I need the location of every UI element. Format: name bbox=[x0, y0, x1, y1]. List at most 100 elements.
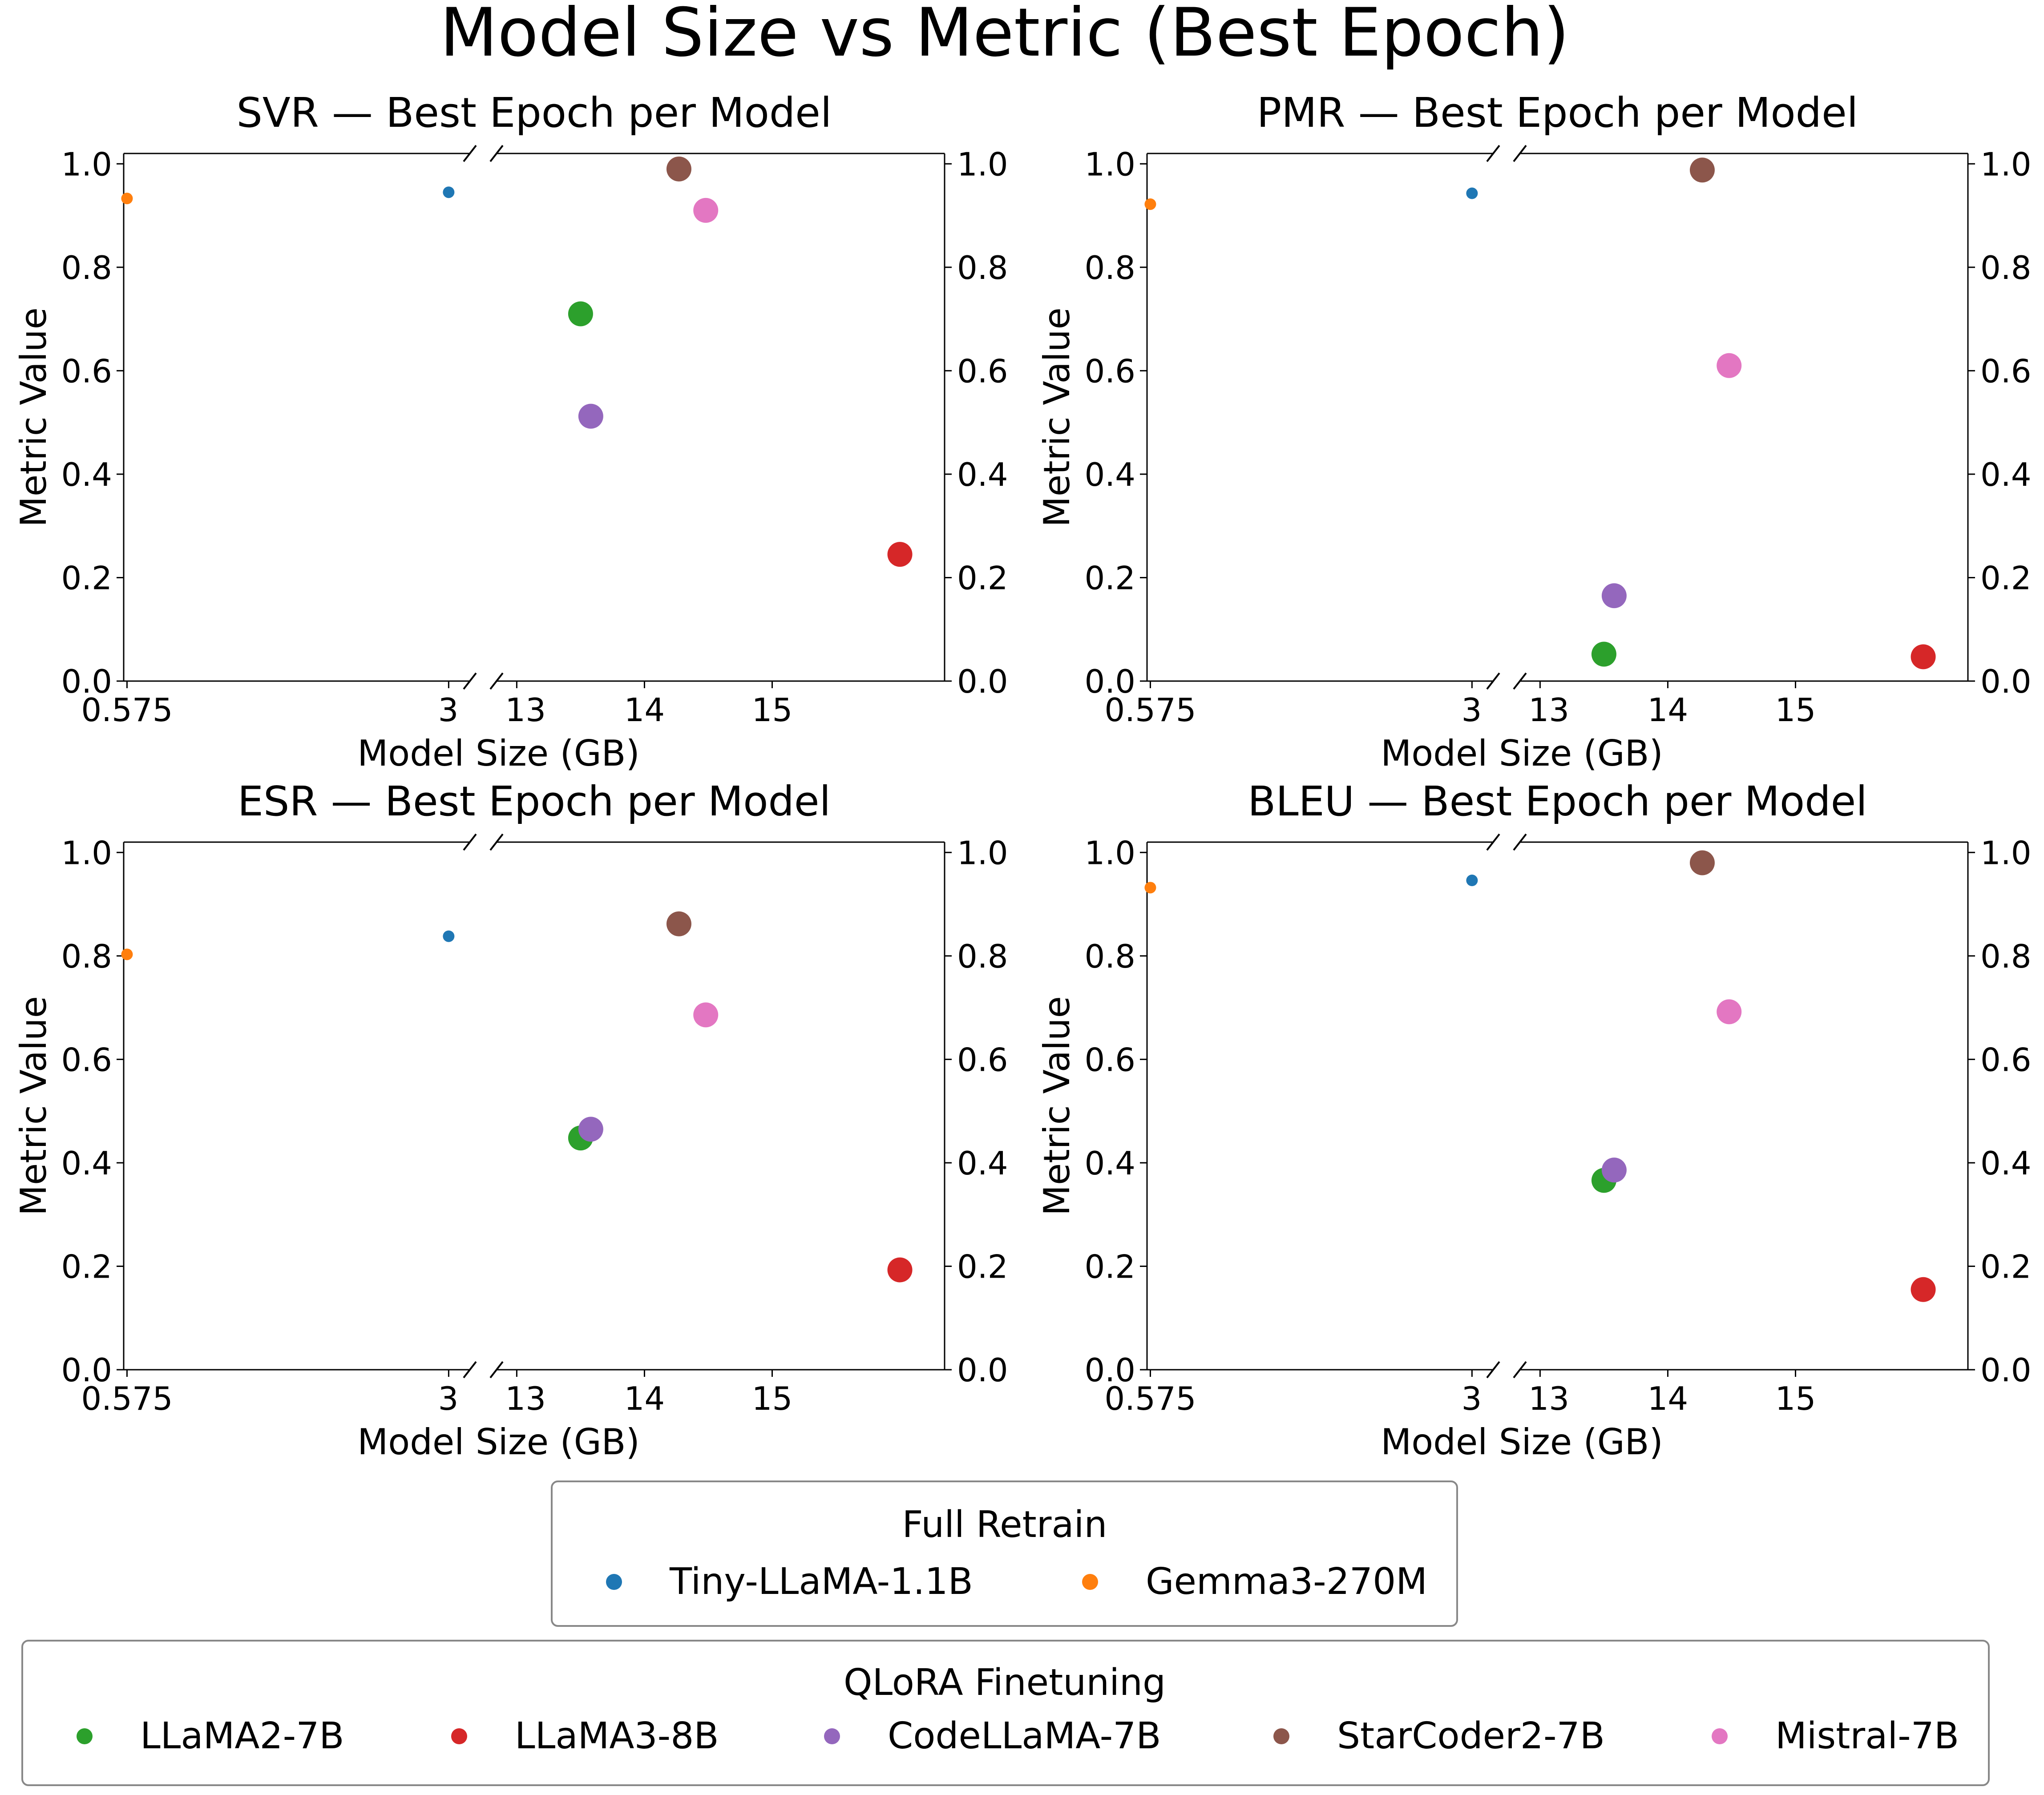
y-axis-label: Metric Value bbox=[13, 307, 54, 527]
point-llama3-8b bbox=[887, 1257, 913, 1283]
panel-title: ESR — Best Epoch per Model bbox=[238, 778, 831, 825]
axis-break-mark bbox=[1486, 672, 1500, 690]
x-tick-label: 15 bbox=[1775, 1380, 1816, 1417]
point-gemma3-270m bbox=[121, 193, 133, 205]
panel-title: PMR — Best Epoch per Model bbox=[1257, 89, 1858, 137]
axis-break-mark bbox=[463, 833, 477, 851]
point-gemma3-270m bbox=[1144, 882, 1156, 894]
y-tick-label-right: 1.0 bbox=[1980, 145, 2032, 183]
y-tick-label-right: 0.4 bbox=[957, 1145, 1008, 1182]
point-mistral-7b bbox=[693, 1002, 719, 1028]
legend-marker bbox=[1273, 1728, 1289, 1744]
y-tick-label-right: 0.8 bbox=[1980, 249, 2032, 286]
y-tick-label-right: 0.2 bbox=[957, 559, 1008, 597]
point-llama3-8b bbox=[1911, 644, 1936, 670]
y-tick-label-right: 0.6 bbox=[1980, 1041, 2032, 1078]
x-tick-label: 3 bbox=[438, 691, 459, 729]
legend-box bbox=[551, 1480, 1458, 1627]
x-tick-label: 0.575 bbox=[1104, 1380, 1196, 1417]
x-tick-label: 14 bbox=[1648, 1380, 1689, 1417]
legend-marker bbox=[1712, 1728, 1728, 1744]
legend-title: QLoRA Finetuning bbox=[844, 1662, 1166, 1704]
axis-break-mark bbox=[1513, 833, 1527, 851]
legend-title: Full Retrain bbox=[902, 1504, 1107, 1546]
y-tick-label-right: 0.2 bbox=[1980, 559, 2032, 597]
axis-break-mark bbox=[1486, 1361, 1500, 1379]
legend-marker bbox=[824, 1728, 840, 1744]
point-codellama-7b bbox=[578, 403, 603, 429]
x-axis-label: Model Size (GB) bbox=[1381, 1421, 1663, 1463]
y-tick-label-right: 0.4 bbox=[1980, 1145, 2032, 1182]
y-tick-label-left: 0.6 bbox=[1084, 1041, 1135, 1078]
point-starcoder2-7b bbox=[666, 156, 691, 182]
point-codellama-7b bbox=[578, 1117, 603, 1142]
point-gemma3-270m bbox=[121, 948, 133, 960]
y-tick-label-left: 0.6 bbox=[61, 1041, 112, 1078]
x-tick-label: 13 bbox=[505, 691, 546, 729]
axis-break-mark bbox=[463, 1361, 477, 1379]
axis-break-mark bbox=[1513, 672, 1527, 690]
point-tiny-llama-1-1b bbox=[443, 186, 455, 198]
point-llama2-7b bbox=[1591, 641, 1616, 667]
y-axis-label: Metric Value bbox=[1036, 307, 1078, 527]
axis-break-mark bbox=[1513, 145, 1527, 162]
y-tick-label-left: 0.4 bbox=[1084, 456, 1135, 493]
axis-break-mark bbox=[489, 833, 504, 851]
y-tick-label-left: 0.2 bbox=[1084, 559, 1135, 597]
y-tick-label-left: 1.0 bbox=[61, 145, 112, 183]
point-tiny-llama-1-1b bbox=[1466, 875, 1478, 887]
y-tick-label-right: 0.8 bbox=[957, 249, 1008, 286]
y-tick-label-left: 0.0 bbox=[1084, 1351, 1135, 1389]
point-starcoder2-7b bbox=[1689, 850, 1715, 875]
y-tick-label-left: 0.8 bbox=[61, 249, 112, 286]
y-tick-label-right: 1.0 bbox=[957, 834, 1008, 871]
y-tick-label-right: 0.4 bbox=[1980, 456, 2032, 493]
axis-break-mark bbox=[463, 672, 477, 690]
y-tick-label-left: 0.8 bbox=[1084, 249, 1135, 286]
point-codellama-7b bbox=[1601, 583, 1627, 609]
x-tick-label: 15 bbox=[752, 691, 793, 729]
point-gemma3-270m bbox=[1144, 198, 1156, 210]
panel-bleu: BLEU — Best Epoch per Model 0.0 0.0 0.2 0.2 0… bbox=[1036, 778, 2032, 1463]
x-tick-label: 13 bbox=[1528, 1380, 1569, 1417]
y-tick-label-right: 0.0 bbox=[957, 1351, 1008, 1389]
point-mistral-7b bbox=[1717, 353, 1742, 378]
axis-break-mark bbox=[489, 1361, 504, 1379]
legend-full-retrain: Full Retrain Tiny-LLaMA-1.1B Gemma3-270M bbox=[551, 1480, 1458, 1627]
legend-marker bbox=[77, 1728, 93, 1744]
legends: Full Retrain Tiny-LLaMA-1.1B Gemma3-270M QL… bbox=[21, 1480, 1990, 1786]
y-axis-label: Metric Value bbox=[13, 996, 54, 1216]
x-tick-label: 0.575 bbox=[81, 691, 173, 729]
point-llama3-8b bbox=[1911, 1277, 1936, 1302]
x-tick-label: 15 bbox=[752, 1380, 793, 1417]
axis-break-mark bbox=[463, 145, 477, 162]
point-llama3-8b bbox=[887, 542, 913, 567]
point-starcoder2-7b bbox=[666, 911, 691, 936]
x-axis-label: Model Size (GB) bbox=[357, 1421, 640, 1463]
panels: SVR — Best Epoch per Model 0.0 0.0 0.2 0.2 0.… bbox=[13, 89, 2032, 1463]
y-tick-label-right: 1.0 bbox=[1980, 834, 2032, 871]
x-tick-label: 0.575 bbox=[1104, 691, 1196, 729]
y-tick-label-left: 0.8 bbox=[61, 938, 112, 975]
y-tick-label-right: 0.0 bbox=[1980, 1351, 2032, 1389]
point-starcoder2-7b bbox=[1689, 157, 1715, 183]
x-axis-label: Model Size (GB) bbox=[357, 733, 640, 774]
y-tick-label-left: 0.6 bbox=[61, 352, 112, 390]
legend-entry: Gemma3-270M bbox=[1146, 1561, 1427, 1603]
panel-svr: SVR — Best Epoch per Model 0.0 0.0 0.2 0.2 0.… bbox=[13, 89, 1008, 774]
point-tiny-llama-1-1b bbox=[1466, 187, 1478, 199]
figure-title: Model Size vs Metric (Best Epoch) bbox=[440, 0, 1569, 72]
point-llama2-7b bbox=[568, 301, 593, 327]
y-tick-label-right: 1.0 bbox=[957, 145, 1008, 183]
y-tick-label-left: 0.4 bbox=[61, 456, 112, 493]
axis-break-mark bbox=[489, 145, 504, 162]
y-tick-label-right: 0.8 bbox=[957, 938, 1008, 975]
y-tick-label-left: 0.2 bbox=[61, 1248, 112, 1285]
y-tick-label-left: 0.0 bbox=[61, 1351, 112, 1389]
y-tick-label-right: 0.0 bbox=[1980, 663, 2032, 700]
y-tick-label-right: 0.2 bbox=[1980, 1248, 2032, 1285]
axis-break-mark bbox=[1486, 145, 1500, 162]
y-tick-label-left: 0.8 bbox=[1084, 938, 1135, 975]
legend-marker bbox=[606, 1574, 622, 1590]
y-tick-label-right: 0.4 bbox=[957, 456, 1008, 493]
